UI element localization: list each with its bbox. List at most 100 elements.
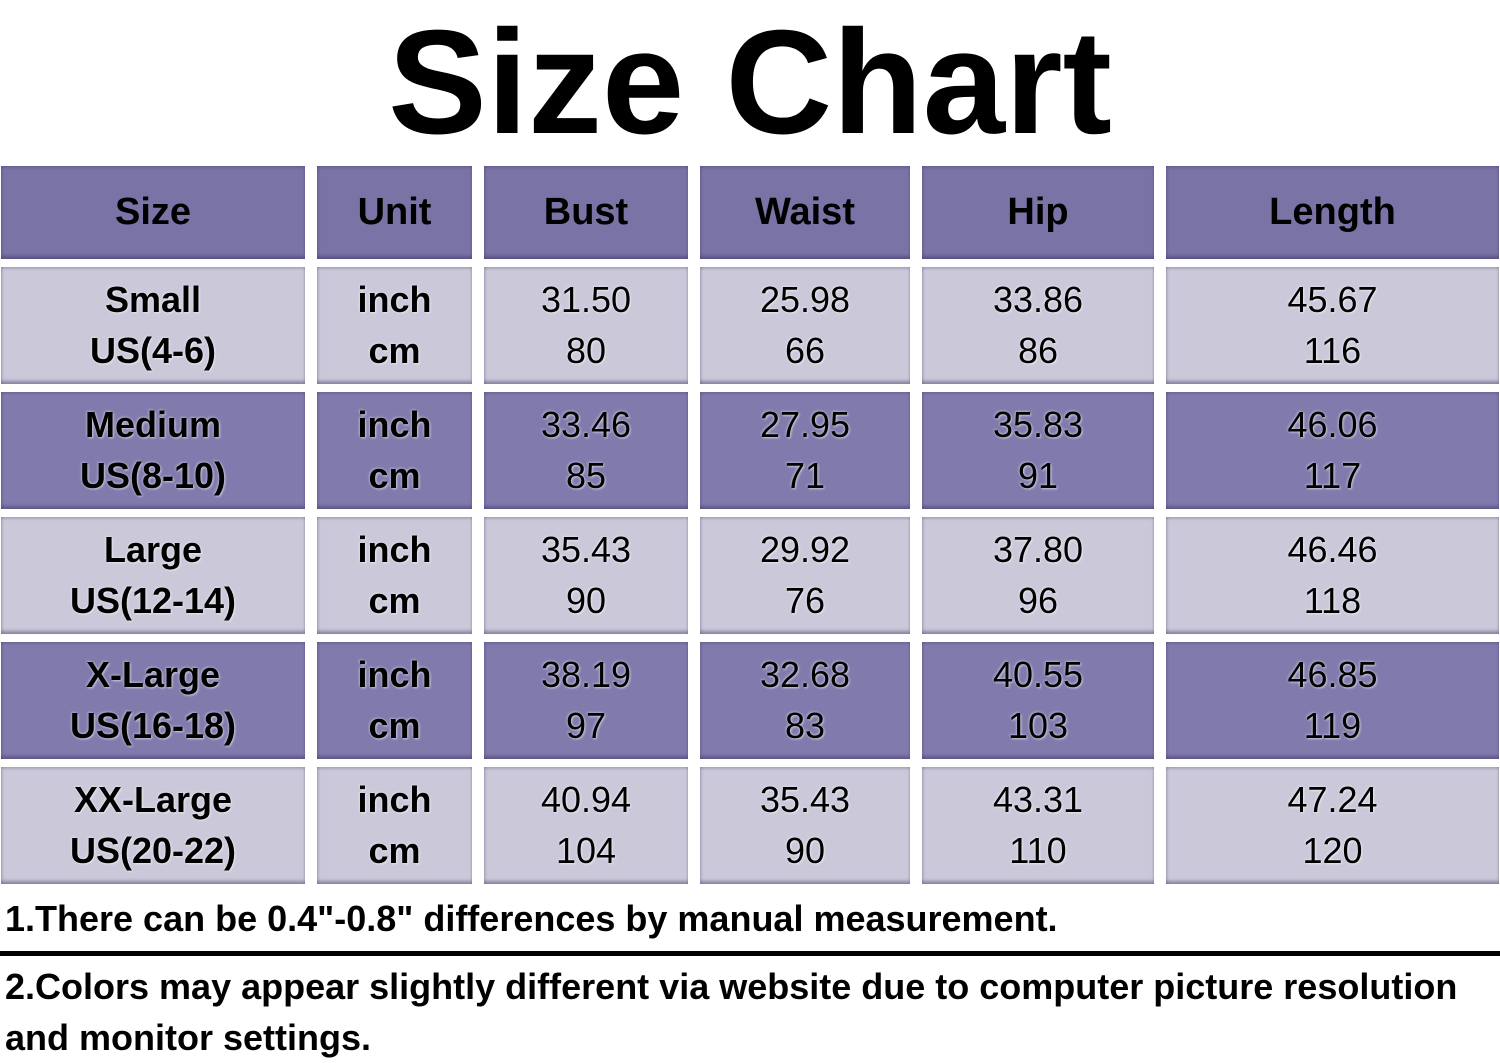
cell-line: Large [103,528,203,570]
cell-line: 90 [565,580,607,622]
hip-cell: 43.31 110 [922,767,1154,884]
hip-cell: 40.55 103 [922,642,1154,759]
size-cell: Small US(4-6) [1,267,305,384]
cell-line: cm [368,580,421,622]
cell-line: US(16-18) [69,705,237,747]
cell-line: cm [368,705,421,747]
column-header-waist: Waist [700,166,910,259]
cell-line: US(12-14) [69,580,237,622]
waist-cell: 35.43 90 [700,767,910,884]
column-header-unit: Unit [317,166,472,259]
bust-cell: 33.46 85 [484,392,688,509]
cell-line: 116 [1303,330,1362,372]
bust-cell: 35.43 90 [484,517,688,634]
cell-line: 25.98 [759,278,851,320]
page-title: Size Chart [388,0,1112,165]
cell-line: 46.85 [1287,653,1378,695]
note-measurement-tolerance: 1.There can be 0.4"-0.8" differences by … [5,898,1058,939]
waist-cell: 27.95 71 [700,392,910,509]
length-cell: 47.24 120 [1166,767,1499,884]
column-header-length: Length [1166,166,1499,259]
length-cell: 46.06 117 [1166,392,1499,509]
unit-cell: inch cm [317,767,472,884]
cell-line: 40.55 [992,653,1084,695]
cell-line: 71 [784,455,826,497]
column-header-size: Size [1,166,305,259]
cell-line: 27.95 [759,403,851,445]
size-cell: XX-Large US(20-22) [1,767,305,884]
cell-line: inch [357,278,432,320]
cell-line: inch [357,778,432,820]
cell-line: XX-Large [73,778,233,820]
cell-line: 38.19 [540,653,632,695]
cell-line: US(20-22) [69,830,237,872]
notes-section: 1.There can be 0.4"-0.8" differences by … [0,893,1500,1063]
size-cell: Large US(12-14) [1,517,305,634]
cell-line: 33.86 [992,278,1084,320]
cell-line: US(4-6) [89,330,217,372]
cell-line: 117 [1303,455,1362,497]
cell-line: 91 [1017,455,1059,497]
cell-line: 97 [565,705,607,747]
unit-cell: inch cm [317,392,472,509]
hip-cell: 35.83 91 [922,392,1154,509]
cell-line: US(8-10) [79,455,227,497]
cell-line: 33.46 [540,403,632,445]
waist-cell: 29.92 76 [700,517,910,634]
cell-line: 118 [1303,580,1362,622]
length-cell: 46.85 119 [1166,642,1499,759]
waist-cell: 32.68 83 [700,642,910,759]
cell-line: 76 [784,580,826,622]
hip-cell: 37.80 96 [922,517,1154,634]
unit-cell: inch cm [317,517,472,634]
cell-line: 83 [784,705,826,747]
cell-line: 35.83 [992,403,1084,445]
bust-cell: 31.50 80 [484,267,688,384]
cell-line: X-Large [85,653,221,695]
cell-line: cm [368,830,421,872]
bust-cell: 38.19 97 [484,642,688,759]
cell-line: 119 [1303,705,1362,747]
cell-line: 80 [565,330,607,372]
cell-line: 46.06 [1287,403,1378,445]
cell-line: Small [104,278,202,320]
notes-divider [0,951,1500,957]
cell-line: 66 [784,330,826,372]
cell-line: 120 [1302,830,1363,872]
size-table: Size Unit Bust Waist Hip Length Small US(4-6) in… [1,166,1499,884]
column-header-bust: Bust [484,166,688,259]
bust-cell: 40.94 104 [484,767,688,884]
cell-line: 32.68 [759,653,851,695]
cell-line: 85 [565,455,607,497]
cell-line: 31.50 [540,278,632,320]
cell-line: 46.46 [1287,528,1378,570]
unit-cell: inch cm [317,267,472,384]
cell-line: 104 [555,830,617,872]
size-cell: Medium US(8-10) [1,392,305,509]
unit-cell: inch cm [317,642,472,759]
cell-line: cm [368,455,421,497]
cell-line: Medium [84,403,221,445]
cell-line: cm [368,330,421,372]
cell-line: 110 [1009,830,1067,872]
cell-line: 96 [1017,580,1059,622]
cell-line: inch [357,403,432,445]
cell-line: 35.43 [759,778,851,820]
cell-line: 37.80 [992,528,1084,570]
cell-line: 45.67 [1287,278,1378,320]
cell-line: inch [357,528,432,570]
length-cell: 46.46 118 [1166,517,1499,634]
column-header-hip: Hip [922,166,1154,259]
cell-line: 103 [1007,705,1069,747]
cell-line: 29.92 [759,528,851,570]
cell-line: 86 [1017,330,1059,372]
size-cell: X-Large US(16-18) [1,642,305,759]
hip-cell: 33.86 86 [922,267,1154,384]
cell-line: inch [357,653,432,695]
cell-line: 40.94 [540,778,632,820]
length-cell: 45.67 116 [1166,267,1499,384]
waist-cell: 25.98 66 [700,267,910,384]
note-color-disclaimer: 2.Colors may appear slightly different v… [5,966,1458,1059]
cell-line: 90 [784,830,826,872]
